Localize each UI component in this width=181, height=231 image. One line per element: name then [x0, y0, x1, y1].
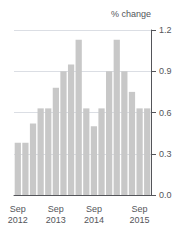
- svg-text:Sep: Sep: [48, 204, 64, 214]
- svg-text:2015: 2015: [130, 215, 150, 225]
- svg-text:% change: % change: [111, 9, 151, 19]
- svg-text:2012: 2012: [8, 215, 28, 225]
- svg-text:Sep: Sep: [86, 204, 102, 214]
- svg-text:2014: 2014: [84, 215, 104, 225]
- svg-text:0.9: 0.9: [159, 66, 172, 76]
- svg-text:0.6: 0.6: [159, 108, 172, 118]
- svg-text:2013: 2013: [46, 215, 66, 225]
- svg-text:Sep: Sep: [132, 204, 148, 214]
- svg-text:Sep: Sep: [10, 204, 26, 214]
- svg-text:1.2: 1.2: [159, 25, 172, 35]
- svg-text:0.3: 0.3: [159, 149, 172, 159]
- svg-text:0.0: 0.0: [159, 190, 172, 200]
